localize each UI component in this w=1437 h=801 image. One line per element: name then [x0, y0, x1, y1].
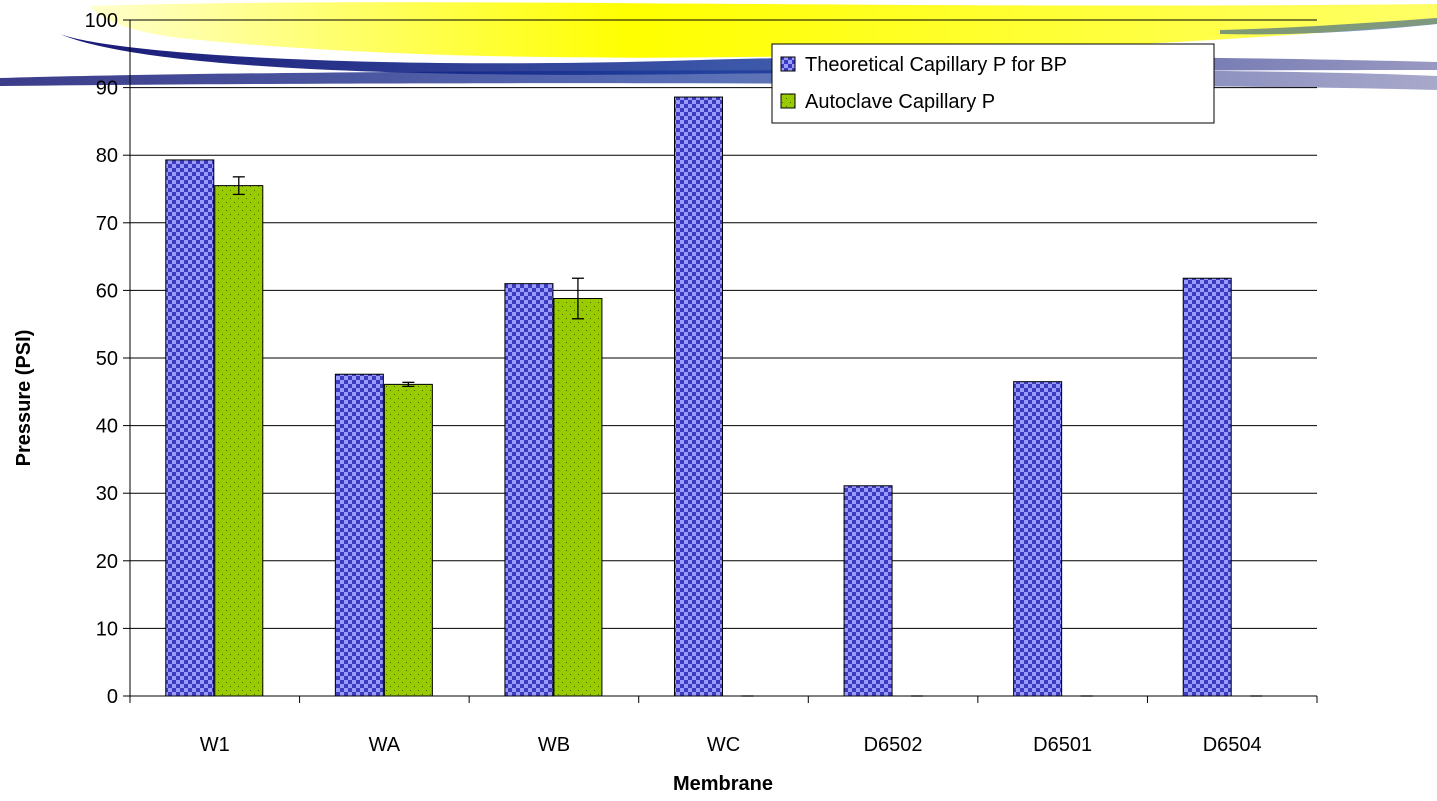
y-tick-label: 90: [96, 78, 118, 100]
legend-label-autoclave: Autoclave Capillary P: [805, 91, 995, 113]
y-tick-label: 30: [96, 483, 118, 505]
gridlines: [130, 19, 1317, 629]
bar-theoretical: [674, 96, 723, 697]
bar-autoclave: [553, 298, 603, 697]
bar-theoretical: [165, 159, 215, 697]
bars: [165, 96, 1232, 697]
y-axis-title: Pressure (PSI): [13, 330, 35, 467]
bar-theoretical: [1182, 277, 1232, 697]
y-tick-label: 20: [96, 551, 118, 573]
y-tick-label: 70: [96, 213, 118, 235]
legend: Theoretical Capillary P for BP Autoclave…: [771, 43, 1215, 124]
decorative-swoosh-banner: [0, 2, 1437, 90]
legend-box: [771, 43, 1215, 124]
x-tick-label: D6502: [864, 734, 923, 756]
x-tick-label: WC: [707, 734, 740, 756]
y-tick-label: 50: [96, 348, 118, 370]
y-tick-label: 100: [85, 10, 118, 32]
bar-theoretical: [843, 485, 893, 697]
bar-autoclave: [214, 185, 264, 697]
axes: [123, 19, 1318, 703]
y-tick-label: 40: [96, 416, 118, 438]
bar-theoretical: [1013, 381, 1063, 697]
y-tick-label: 60: [96, 280, 118, 302]
legend-label-theoretical: Theoretical Capillary P for BP: [805, 54, 1067, 76]
y-tick-label: 0: [107, 686, 118, 708]
error-bar: [571, 277, 584, 320]
y-tick-label: 80: [96, 145, 118, 167]
legend-swatch-theoretical: [780, 56, 796, 72]
x-tick-label: WA: [369, 734, 401, 756]
y-tick-labels: 0 10 20 30 40 50 60 70 80 90 100: [85, 10, 118, 708]
x-tick-labels: W1 WA WB WC D6502 D6501 D6504: [200, 734, 1262, 756]
x-tick-label: D6501: [1033, 734, 1092, 756]
y-tick-label: 10: [96, 618, 118, 640]
bar-theoretical: [504, 283, 554, 697]
bar-theoretical: [334, 373, 384, 697]
error-bar: [232, 176, 245, 196]
x-tick-label: WB: [538, 734, 570, 756]
x-axis-title: Membrane: [673, 773, 773, 795]
legend-swatch-autoclave: [780, 93, 796, 109]
bar-autoclave: [383, 383, 433, 697]
x-tick-label: W1: [200, 734, 230, 756]
x-tick-label: D6504: [1203, 734, 1262, 756]
error-bar: [402, 381, 415, 388]
